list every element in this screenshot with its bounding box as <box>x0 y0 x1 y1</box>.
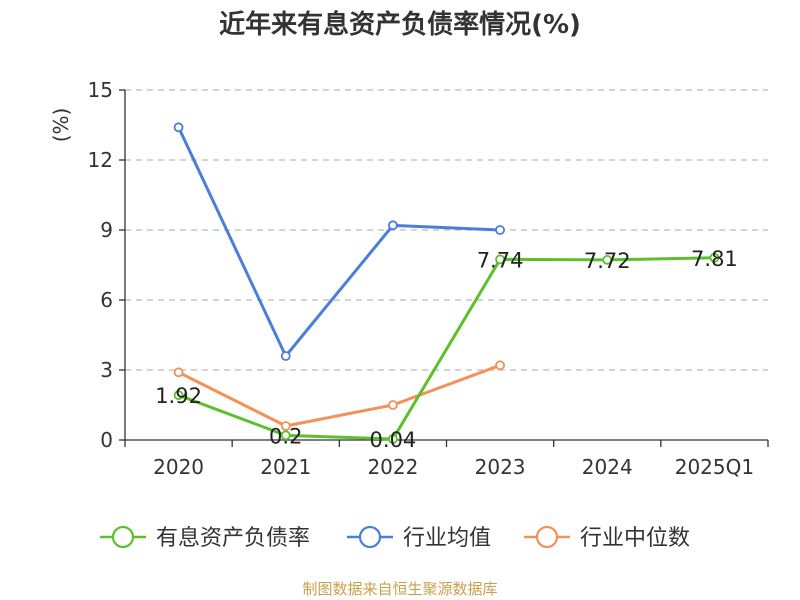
y-tick-label: 0 <box>100 428 113 452</box>
y-tick-label: 9 <box>100 218 113 242</box>
legend-label: 行业均值 <box>403 526 491 551</box>
x-tick-label: 2023 <box>475 455 526 479</box>
legend-marker-icon <box>111 525 135 549</box>
y-tick-label: 3 <box>100 358 113 382</box>
data-label: 1.92 <box>155 384 202 408</box>
data-point <box>495 225 505 235</box>
series-lines <box>173 122 720 444</box>
grid-lines <box>125 89 768 371</box>
data-point <box>388 400 398 410</box>
x-tick-label: 2021 <box>260 455 311 479</box>
legend-label: 有息资产负债率 <box>156 526 310 551</box>
y-tick-label: 15 <box>88 78 113 102</box>
data-point <box>173 122 184 133</box>
data-point <box>280 421 291 431</box>
data-point <box>602 254 613 265</box>
data-point <box>495 360 505 371</box>
series-line-industry_avg <box>177 126 501 358</box>
legend-marker-icon <box>358 525 382 549</box>
data-label: 7.74 <box>477 248 524 272</box>
series-line-debt_ratio <box>178 256 715 441</box>
data-point <box>388 220 398 231</box>
x-tick-label: 2024 <box>582 455 633 479</box>
data-point <box>173 367 184 378</box>
legend-item-debt_ratio[interactable]: 有息资产负债率 <box>100 525 310 551</box>
data-point <box>495 254 505 265</box>
source-footer: 制图数据来自恒生聚源数据库 <box>302 580 498 598</box>
legend-label: 行业中位数 <box>580 526 690 551</box>
x-tick-label: 2022 <box>367 455 418 479</box>
legend-item-industry_median[interactable]: 行业中位数 <box>524 525 690 551</box>
data-point <box>709 252 720 263</box>
data-label: 7.72 <box>584 249 631 273</box>
series-line-industry_median <box>177 363 501 428</box>
x-tick-label: 2020 <box>153 455 204 479</box>
data-point <box>388 434 398 444</box>
data-point <box>173 390 184 401</box>
data-point <box>280 351 291 361</box>
chart-title: 近年来有息资产负债率情况(%) <box>219 10 581 40</box>
x-tick-label: 2025Q1 <box>675 455 754 479</box>
legend-marker-icon <box>535 525 559 549</box>
data-label: 0.04 <box>370 428 417 452</box>
legend: 有息资产负债率 行业均值 行业中位数 <box>100 525 690 551</box>
legend-item-industry_avg[interactable]: 行业均值 <box>347 525 491 551</box>
data-label: 7.81 <box>691 247 738 271</box>
data-labels: 1.92 0.2 0.04 7.74 7.72 7.81 <box>155 247 738 452</box>
data-label: 0.2 <box>269 424 302 448</box>
y-tick-label: 6 <box>100 288 113 312</box>
axes: 0 3 6 9 12 15 (%) 2020 2021 2022 2023 2024 2025Q1 <box>49 78 769 479</box>
data-point <box>280 430 291 441</box>
y-tick-label: 12 <box>88 148 113 172</box>
y-axis-label: (%) <box>49 108 73 143</box>
